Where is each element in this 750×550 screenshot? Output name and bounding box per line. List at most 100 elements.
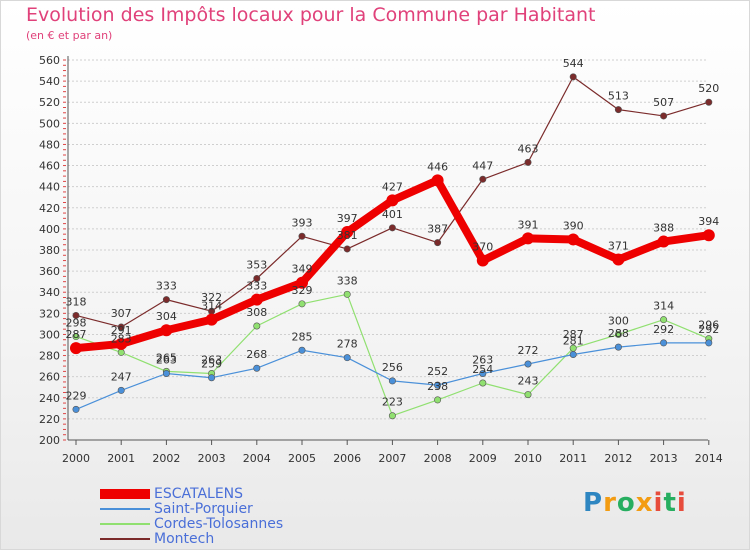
data-point bbox=[522, 232, 534, 245]
data-label: 520 bbox=[698, 82, 719, 95]
legend-swatch-escatalens bbox=[100, 489, 150, 499]
y-tick-label: 380 bbox=[39, 244, 60, 257]
data-point bbox=[72, 333, 80, 341]
x-tick-label: 2000 bbox=[62, 452, 90, 465]
data-label: 254 bbox=[472, 363, 493, 376]
y-tick-label: 540 bbox=[39, 75, 60, 88]
legend-label-escatalens: ESCATALENS bbox=[154, 486, 244, 502]
data-point bbox=[115, 337, 128, 350]
data-label: 272 bbox=[518, 344, 539, 357]
x-tick-label: 2014 bbox=[695, 452, 723, 465]
proxiti-logo: Proxiti bbox=[583, 488, 687, 518]
data-label: 397 bbox=[337, 212, 358, 225]
y-tick-label: 420 bbox=[39, 202, 60, 215]
data-label: 388 bbox=[653, 222, 674, 235]
y-tick-label: 260 bbox=[39, 371, 60, 384]
data-point bbox=[702, 229, 715, 242]
data-point bbox=[388, 224, 396, 232]
legend-swatch-saint-porquier bbox=[100, 508, 150, 510]
data-point bbox=[72, 405, 80, 413]
legend-label-cordes-tolosannes: Cordes-Tolosannes bbox=[154, 516, 284, 532]
data-label: 401 bbox=[382, 208, 403, 221]
data-label: 390 bbox=[563, 219, 584, 232]
data-label: 322 bbox=[201, 291, 222, 304]
data-point bbox=[250, 293, 263, 306]
legend-item-montech: Montech bbox=[100, 531, 360, 547]
data-label: 292 bbox=[698, 323, 719, 336]
x-tick-label: 2003 bbox=[198, 452, 226, 465]
y-tick-label: 360 bbox=[39, 265, 60, 278]
data-label: 370 bbox=[472, 241, 493, 254]
data-point bbox=[479, 369, 487, 377]
data-point bbox=[434, 239, 442, 247]
chart-title: Evolution des Impôts locaux pour la Comm… bbox=[26, 4, 596, 26]
data-label: 393 bbox=[292, 216, 313, 229]
x-tick-label: 2002 bbox=[152, 452, 180, 465]
y-tick-label: 560 bbox=[39, 54, 60, 67]
y-tick-label: 300 bbox=[39, 328, 60, 341]
data-label: 283 bbox=[111, 332, 132, 345]
data-point bbox=[434, 396, 442, 404]
data-label: 307 bbox=[111, 307, 132, 320]
data-label: 285 bbox=[292, 330, 313, 343]
data-point bbox=[479, 175, 487, 183]
legend-item-saint-porquier: Saint-Porquier bbox=[100, 501, 360, 517]
y-tick-label: 320 bbox=[39, 307, 60, 320]
data-point bbox=[524, 391, 532, 399]
data-label: 387 bbox=[427, 223, 448, 236]
y-tick-label: 200 bbox=[39, 434, 60, 447]
data-point bbox=[660, 339, 668, 347]
data-point bbox=[162, 296, 170, 304]
data-label: 263 bbox=[156, 354, 177, 367]
data-point bbox=[343, 245, 351, 253]
legend-label-montech: Montech bbox=[154, 531, 215, 547]
x-tick-label: 2005 bbox=[288, 452, 316, 465]
x-tick-label: 2013 bbox=[650, 452, 678, 465]
data-point bbox=[253, 364, 261, 372]
x-tick-label: 2006 bbox=[333, 452, 361, 465]
data-point bbox=[614, 106, 622, 114]
data-point bbox=[434, 381, 442, 389]
data-point bbox=[341, 226, 354, 239]
data-point bbox=[253, 274, 261, 282]
data-label: 507 bbox=[653, 96, 674, 109]
data-point bbox=[705, 339, 713, 347]
data-point bbox=[162, 369, 170, 377]
data-point bbox=[298, 300, 306, 308]
y-tick-label: 500 bbox=[39, 117, 60, 130]
data-label: 259 bbox=[201, 358, 222, 371]
data-label: 371 bbox=[608, 240, 629, 253]
legend-swatch-montech bbox=[100, 538, 150, 540]
data-point bbox=[657, 235, 670, 248]
data-label: 292 bbox=[653, 323, 674, 336]
data-label: 291 bbox=[111, 324, 132, 337]
x-tick-label: 2011 bbox=[559, 452, 587, 465]
data-point bbox=[431, 174, 444, 187]
legend-item-escatalens: ESCATALENS bbox=[100, 486, 360, 502]
data-point bbox=[388, 377, 396, 385]
data-point bbox=[614, 330, 622, 338]
legend-label-saint-porquier: Saint-Porquier bbox=[154, 501, 253, 517]
data-label: 278 bbox=[337, 338, 358, 351]
data-label: 298 bbox=[66, 317, 87, 330]
data-point bbox=[388, 412, 396, 420]
data-point bbox=[612, 253, 625, 266]
data-label: 268 bbox=[246, 348, 267, 361]
data-label: 308 bbox=[246, 306, 267, 319]
data-label: 238 bbox=[427, 380, 448, 393]
data-label: 263 bbox=[472, 354, 493, 367]
legend-swatch-cordes-tolosannes bbox=[100, 523, 150, 525]
y-tick-label: 240 bbox=[39, 392, 60, 405]
data-label: 333 bbox=[246, 280, 267, 293]
data-label: 265 bbox=[156, 351, 177, 364]
data-point bbox=[569, 350, 577, 358]
data-label: 513 bbox=[608, 90, 629, 103]
data-point bbox=[117, 348, 125, 356]
y-tick-label: 480 bbox=[39, 138, 60, 151]
data-point bbox=[117, 323, 125, 331]
data-point bbox=[205, 313, 218, 326]
y-tick-label: 460 bbox=[39, 160, 60, 173]
data-point bbox=[705, 98, 713, 106]
